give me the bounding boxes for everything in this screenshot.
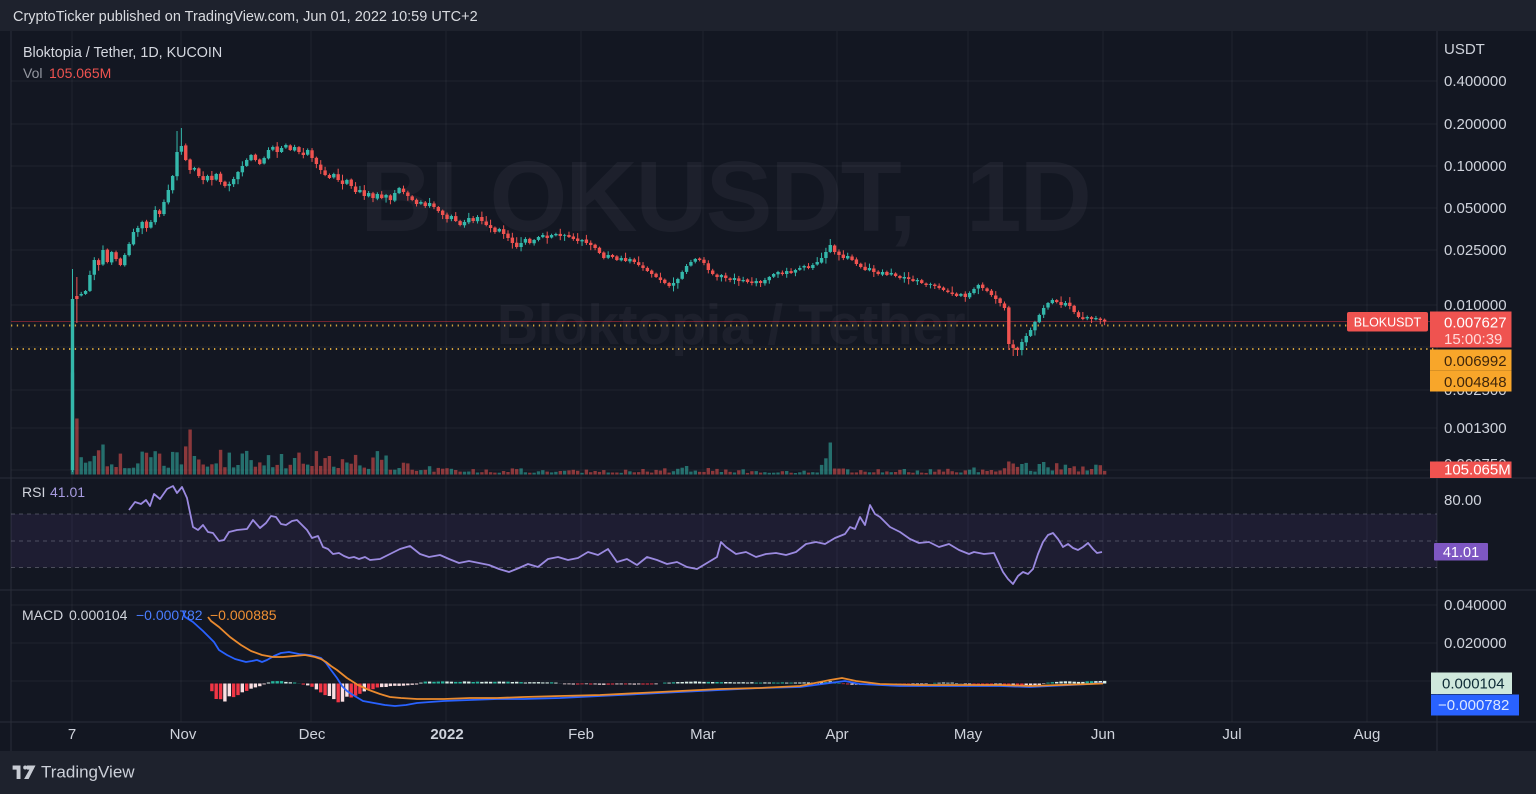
svg-text:TradingView: TradingView [41, 763, 135, 782]
svg-text:RSI: RSI [22, 484, 45, 500]
svg-text:Dec: Dec [299, 726, 326, 743]
svg-text:7: 7 [68, 726, 76, 743]
svg-text:0.400000: 0.400000 [1444, 73, 1507, 90]
svg-text:0.025000: 0.025000 [1444, 242, 1507, 259]
svg-text:0.007627: 0.007627 [1444, 315, 1507, 332]
svg-text:0.050000: 0.050000 [1444, 200, 1507, 217]
svg-text:41.01: 41.01 [50, 484, 85, 500]
svg-text:BLOKUSDT, 1D: BLOKUSDT, 1D [360, 141, 1090, 253]
svg-text:BLOKUSDT: BLOKUSDT [1354, 316, 1422, 330]
svg-text:−0.000885: −0.000885 [210, 607, 277, 623]
svg-text:0.040000: 0.040000 [1444, 597, 1507, 614]
svg-text:CryptoTicker published on Trad: CryptoTicker published on TradingView.co… [13, 9, 478, 25]
svg-text:USDT: USDT [1444, 41, 1485, 58]
svg-text:−0.000782: −0.000782 [136, 607, 203, 623]
svg-text:0.100000: 0.100000 [1444, 158, 1507, 175]
svg-text:2022: 2022 [430, 726, 463, 743]
svg-text:Aug: Aug [1354, 726, 1381, 743]
svg-text:Feb: Feb [568, 726, 594, 743]
svg-text:Jul: Jul [1222, 726, 1241, 743]
svg-text:Jun: Jun [1091, 726, 1115, 743]
svg-text:MACD: MACD [22, 607, 63, 623]
svg-text:105.065M: 105.065M [1444, 462, 1511, 479]
svg-text:105.065M: 105.065M [49, 65, 111, 81]
svg-text:0.010000: 0.010000 [1444, 297, 1507, 314]
svg-text:0.006992: 0.006992 [1444, 353, 1507, 370]
svg-text:0.000104: 0.000104 [1442, 676, 1505, 693]
svg-text:Apr: Apr [825, 726, 848, 743]
svg-text:15:00:39: 15:00:39 [1444, 331, 1502, 348]
svg-text:Nov: Nov [170, 726, 197, 743]
svg-text:80.00: 80.00 [1444, 492, 1482, 509]
svg-text:0.001300: 0.001300 [1444, 420, 1507, 437]
svg-text:0.000104: 0.000104 [69, 607, 128, 623]
svg-text:Mar: Mar [690, 726, 716, 743]
svg-text:Vol: Vol [23, 65, 42, 81]
svg-text:0.200000: 0.200000 [1444, 116, 1507, 133]
svg-text:Bloktopia / Tether, 1D, KUCOIN: Bloktopia / Tether, 1D, KUCOIN [23, 45, 222, 61]
svg-text:May: May [954, 726, 983, 743]
svg-text:−0.000782: −0.000782 [1438, 697, 1509, 714]
svg-text:0.004848: 0.004848 [1444, 374, 1507, 391]
svg-text:0.020000: 0.020000 [1444, 635, 1507, 652]
svg-text:41.01: 41.01 [1443, 545, 1479, 561]
